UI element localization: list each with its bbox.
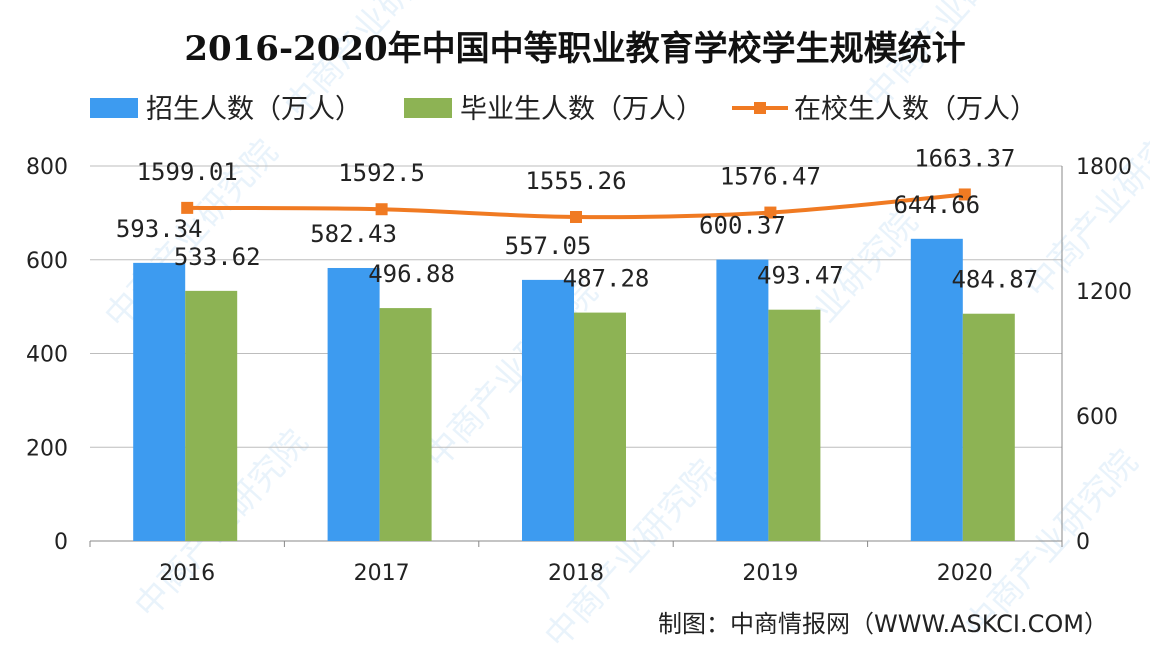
bar-graduates	[574, 312, 626, 541]
y-right-tick-label: 0	[1076, 530, 1090, 555]
legend-swatch	[404, 98, 452, 118]
bar-enrollment	[910, 238, 963, 542]
y-left-tick-label: 400	[26, 343, 68, 368]
data-label-graduates: 493.47	[757, 262, 844, 290]
x-tick-label: 2017	[354, 561, 410, 586]
legend-label: 毕业生人数（万人）	[460, 94, 703, 125]
y-left-tick-label: 0	[54, 530, 68, 555]
legend-marker	[754, 102, 766, 114]
bar-graduates	[768, 309, 821, 541]
y-left-tick-label: 200	[26, 436, 68, 461]
legend-label: 招生人数（万人）	[146, 94, 362, 125]
y-right-tick-label: 1200	[1076, 280, 1132, 305]
data-label-graduates: 496.88	[368, 260, 455, 288]
legend: 招生人数（万人） 毕业生人数（万人） 在校生人数（万人）	[90, 94, 1037, 125]
line-marker	[181, 201, 194, 214]
y-left-tick-label: 600	[26, 249, 68, 274]
bar-graduates	[379, 308, 432, 541]
data-label-graduates: 484.87	[951, 266, 1038, 294]
line-marker	[958, 188, 971, 201]
x-tick-label: 2016	[159, 561, 215, 586]
data-label-students: 1663.37	[914, 144, 1015, 172]
data-label-enrollment: 593.34	[116, 215, 203, 243]
legend-swatch	[90, 98, 138, 118]
bar-enrollment	[133, 262, 186, 541]
chart-title: 2016-2020年中国中等职业教育学校学生规模统计	[184, 29, 965, 69]
bar-graduates	[962, 313, 1015, 541]
x-tick-label: 2020	[937, 561, 993, 586]
data-label-students: 1592.5	[338, 159, 425, 187]
data-label-enrollment: 644.66	[893, 191, 980, 219]
y-left-tick-label: 800	[26, 155, 68, 180]
axes: 0 200 400 600 800 0 600 1200 1800 2016 2017 2018 201…	[26, 155, 1132, 586]
bar-enrollment	[327, 267, 380, 541]
data-label-students: 1599.01	[137, 158, 238, 186]
bar-graduates	[185, 290, 238, 541]
y-right-tick-label: 600	[1076, 405, 1118, 430]
legend-label: 在校生人数（万人）	[794, 94, 1037, 125]
data-label-students: 1555.26	[525, 167, 626, 195]
data-label-students: 1576.47	[720, 163, 821, 191]
data-label-enrollment: 600.37	[699, 212, 786, 240]
x-tick-label: 2018	[548, 561, 604, 586]
data-label-enrollment: 557.05	[505, 232, 592, 260]
bar-enrollment	[716, 259, 769, 541]
line-series	[181, 188, 971, 223]
data-labels: 593.34 582.43 557.05 600.37 644.66 533.62 496.…	[116, 144, 1038, 293]
source-note: 制图：中商情报网（WWW.ASKCI.COM）	[658, 610, 1108, 638]
bars	[133, 238, 1015, 542]
data-label-graduates: 487.28	[563, 265, 650, 293]
data-label-graduates: 533.62	[174, 243, 261, 271]
y-right-tick-label: 1800	[1076, 155, 1132, 180]
data-label-enrollment: 582.43	[310, 220, 397, 248]
x-tick-label: 2019	[742, 561, 798, 586]
bar-enrollment	[522, 279, 574, 541]
line-marker	[570, 210, 582, 223]
line-marker	[764, 206, 777, 219]
line-marker	[375, 203, 388, 216]
